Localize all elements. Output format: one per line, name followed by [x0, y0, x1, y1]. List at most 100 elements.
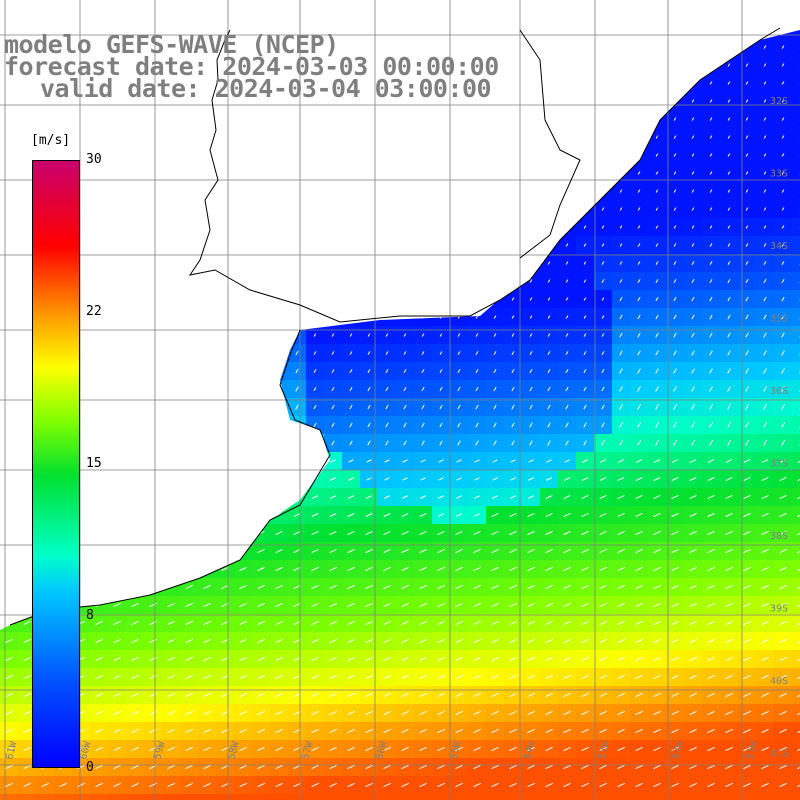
wind-cell: [774, 128, 793, 147]
wind-cell: [576, 236, 595, 255]
wind-cell: [198, 596, 217, 615]
wind-arrow: [293, 602, 301, 608]
wind-cell: [594, 758, 613, 777]
wind-arrow: [727, 207, 731, 211]
wind-arrow: [95, 656, 103, 662]
wind-arrow: [167, 692, 175, 698]
wind-arrow: [673, 243, 677, 247]
wind-arrow: [511, 351, 515, 355]
wind-cell: [558, 506, 577, 525]
wind-arrow: [673, 368, 677, 374]
wind-cell: [396, 776, 415, 795]
wind-cell: [774, 632, 793, 651]
wind-arrow: [583, 315, 587, 319]
wind-cell: [756, 74, 775, 93]
wind-arrow: [565, 368, 569, 374]
wind-arrow: [617, 548, 625, 554]
wind-arrow: [743, 548, 751, 554]
wind-cell: [702, 74, 721, 93]
wind-arrow: [493, 351, 497, 355]
wind-arrow: [565, 333, 569, 337]
wind-arrow: [691, 332, 695, 338]
wind-arrow: [383, 692, 391, 698]
wind-cell: [198, 614, 217, 633]
wind-arrow: [23, 638, 31, 644]
wind-cell: [270, 722, 289, 741]
wind-cell: [432, 596, 451, 615]
wind-arrow: [709, 404, 713, 410]
title-forecast-date: forecast date: 2024-03-03 00:00:00: [4, 52, 499, 81]
wind-cell: [432, 686, 451, 705]
wind-arrow: [257, 638, 265, 644]
wind-arrow: [367, 369, 371, 373]
wind-cell: [504, 362, 523, 381]
wind-cell: [684, 632, 703, 651]
wind-arrow: [77, 764, 85, 770]
wind-cell: [486, 722, 505, 741]
wind-arrow: [95, 638, 103, 644]
wind-arrow: [599, 512, 607, 518]
wind-arrow: [619, 404, 623, 410]
wind-cell: [486, 632, 505, 651]
wind-arrow: [384, 459, 390, 463]
wind-arrow: [313, 333, 317, 337]
wind-cell: [450, 704, 469, 723]
wind-arrow: [745, 153, 749, 157]
wind-cell: [306, 362, 325, 381]
wind-arrow: [671, 746, 679, 752]
longitude-labels: 61W 60W 59W 58W 57W 56W 55W 54W 53W 52W 51W: [4, 740, 760, 761]
wind-arrow: [347, 566, 355, 572]
wind-arrow: [41, 782, 49, 788]
wind-cell: [792, 758, 800, 777]
wind-cell: [558, 578, 577, 597]
wind-arrow: [583, 261, 587, 265]
wind-cell: [594, 578, 613, 597]
wind-cell: [684, 254, 703, 273]
wind-arrow: [743, 764, 751, 770]
wind-cell: [702, 254, 721, 273]
wind-cell: [306, 632, 325, 651]
wind-cell: [738, 56, 757, 75]
wind-cell: [522, 362, 541, 381]
wind-arrow: [565, 404, 569, 410]
wind-arrow: [185, 656, 193, 662]
wind-arrow: [221, 674, 229, 680]
wind-arrow: [691, 314, 695, 320]
wind-cell: [540, 488, 559, 507]
wind-arrow: [635, 584, 643, 590]
wind-arrow: [763, 404, 767, 410]
wind-arrow: [779, 459, 787, 463]
wind-cell: [630, 218, 649, 237]
wind-arrow: [293, 782, 301, 788]
wind-arrow: [329, 710, 337, 716]
wind-cell: [180, 632, 199, 651]
wind-cell: [702, 272, 721, 291]
wind-cell: [720, 326, 739, 345]
wind-cell: [702, 794, 721, 800]
wind-cell: [612, 452, 631, 471]
wind-arrow: [581, 548, 589, 554]
wind-arrow: [475, 422, 479, 428]
wind-cell: [342, 362, 361, 381]
wind-arrow: [167, 602, 175, 608]
wind-arrow: [707, 728, 715, 734]
wind-cell: [774, 326, 793, 345]
wind-cell: [720, 308, 739, 327]
wind-arrow: [653, 728, 661, 734]
wind-arrow: [547, 261, 551, 265]
wind-arrow: [761, 459, 769, 463]
wind-cell: [450, 416, 469, 435]
wind-arrow: [743, 477, 751, 481]
wind-cell: [558, 794, 577, 800]
wind-arrow: [511, 333, 515, 337]
wind-cell: [666, 704, 685, 723]
wind-arrow: [239, 746, 247, 752]
wind-arrow: [726, 439, 732, 447]
wind-arrow: [511, 297, 515, 301]
wind-cell: [720, 398, 739, 417]
wind-arrow: [167, 710, 175, 716]
wind-cell: [648, 524, 667, 543]
wind-arrow: [167, 782, 175, 788]
wind-cell: [576, 452, 595, 471]
wind-cell: [360, 596, 379, 615]
